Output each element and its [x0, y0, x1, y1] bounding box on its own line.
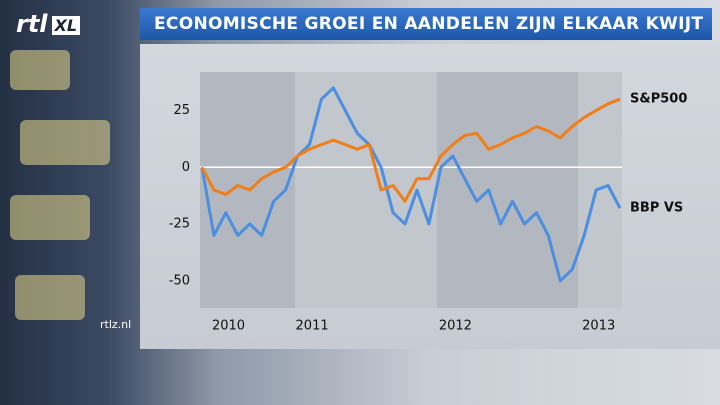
y-tick-label: -25 — [169, 217, 190, 232]
y-tick-label: -50 — [169, 273, 190, 288]
x-tick-label: 2013 — [582, 319, 615, 334]
series-line — [200, 86, 622, 283]
site-watermark: rtlz.nl — [100, 318, 132, 331]
year-band — [437, 72, 578, 308]
y-tick-label: 0 — [182, 160, 190, 175]
series-label: S&P500 — [630, 92, 687, 107]
series-line — [200, 97, 621, 203]
y-tick-label: 25 — [173, 103, 190, 118]
ticker-background — [10, 50, 110, 320]
title-bar: ECONOMISCHE GROEI EN AANDELEN ZIJN ELKAA… — [140, 8, 712, 40]
x-tick-label: 2011 — [296, 319, 329, 334]
logo: rtl XL — [16, 10, 81, 38]
x-tick-label: 2010 — [212, 319, 245, 334]
x-tick-label: 2012 — [439, 319, 472, 334]
series-label: BBP VS — [630, 201, 683, 216]
